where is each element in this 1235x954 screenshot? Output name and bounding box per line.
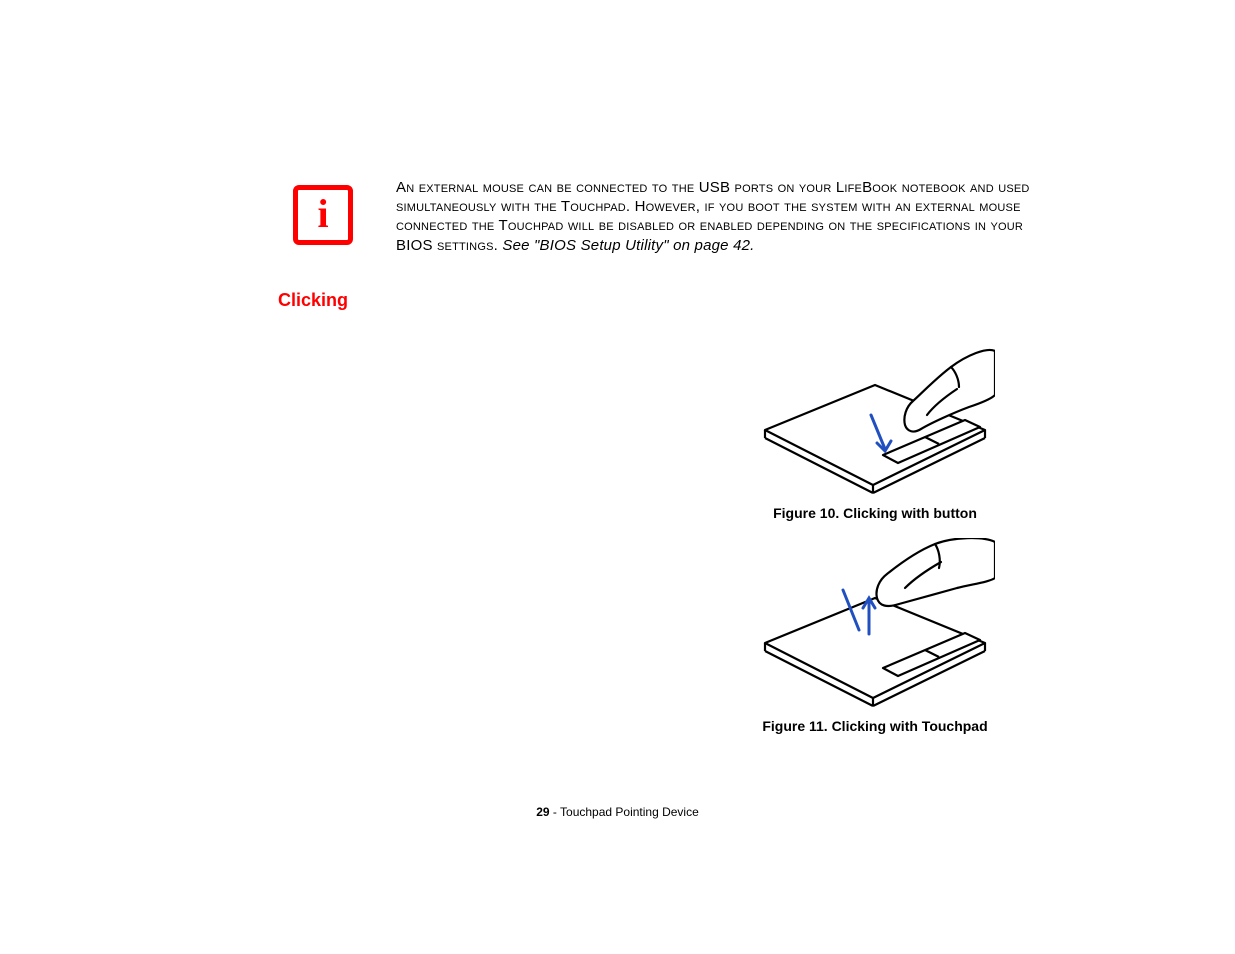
footer-title: Touchpad Pointing Device [560, 805, 699, 819]
figure-10-caption: Figure 10. Clicking with button [773, 505, 977, 521]
footer-sep: - [550, 805, 560, 819]
info-glyph: i [317, 194, 328, 234]
figure-10: Figure 10. Clicking with button [740, 345, 1010, 521]
info-icon: i [293, 185, 353, 245]
page-number: 29 [536, 805, 549, 819]
note-paragraph: An external mouse can be connected to th… [396, 178, 1046, 255]
touchpad-button-click-icon [755, 345, 995, 495]
figure-11: Figure 11. Clicking with Touchpad [740, 538, 1010, 734]
section-heading: Clicking [278, 290, 348, 311]
touchpad-tap-click-icon [755, 538, 995, 708]
note-reference: See "BIOS Setup Utility" on page 42. [502, 237, 754, 254]
document-page: i An external mouse can be connected to … [0, 0, 1235, 954]
page-footer: 29 - Touchpad Pointing Device [0, 805, 1235, 819]
figure-11-caption: Figure 11. Clicking with Touchpad [762, 718, 987, 734]
